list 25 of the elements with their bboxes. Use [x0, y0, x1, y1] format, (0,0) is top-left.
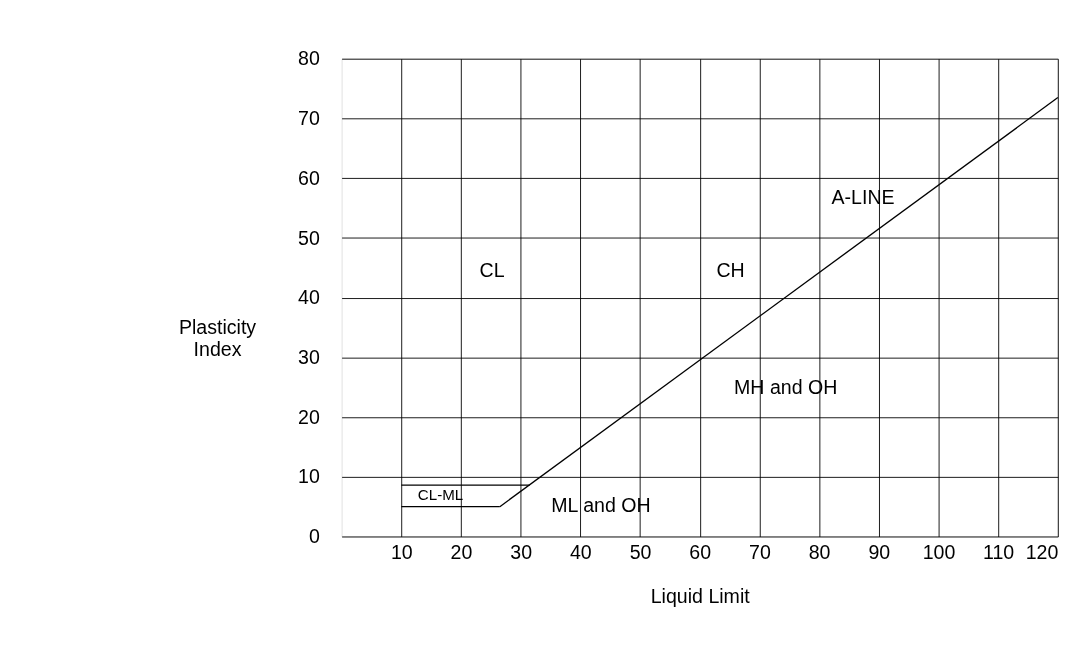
- y-tick-label: 0: [308, 525, 320, 548]
- y-tick-label: 60: [298, 166, 320, 189]
- x-tick-label: 110: [983, 541, 1015, 564]
- x-tick-label: 100: [922, 541, 956, 564]
- x-tick-label: 10: [390, 541, 413, 564]
- y-tick-label: 70: [298, 107, 320, 130]
- y-tick-label: 80: [298, 47, 320, 70]
- x-tick-label: 20: [450, 541, 473, 564]
- x-tick-label: 60: [689, 541, 712, 564]
- y-tick-label: 40: [298, 286, 320, 309]
- x-tick-label: 70: [749, 541, 771, 564]
- annotation: CL: [479, 258, 505, 281]
- y-tick-label: 10: [298, 465, 320, 488]
- y-tick-label: 30: [298, 346, 320, 369]
- x-tick-label: 30: [510, 541, 533, 564]
- x-tick-label: 40: [569, 541, 592, 564]
- x-tick-label: 90: [868, 541, 891, 564]
- x-axis-title: Liquid Limit: [650, 584, 751, 607]
- x-tick-label: 120: [1025, 541, 1059, 564]
- annotation: CH: [716, 258, 745, 281]
- x-tick-label: 80: [808, 541, 831, 564]
- y-tick-label: 50: [298, 226, 320, 249]
- y-axis-title: Plasticity Index: [178, 316, 257, 360]
- y-tick-label: 20: [298, 405, 320, 428]
- x-tick-label: 50: [629, 541, 652, 564]
